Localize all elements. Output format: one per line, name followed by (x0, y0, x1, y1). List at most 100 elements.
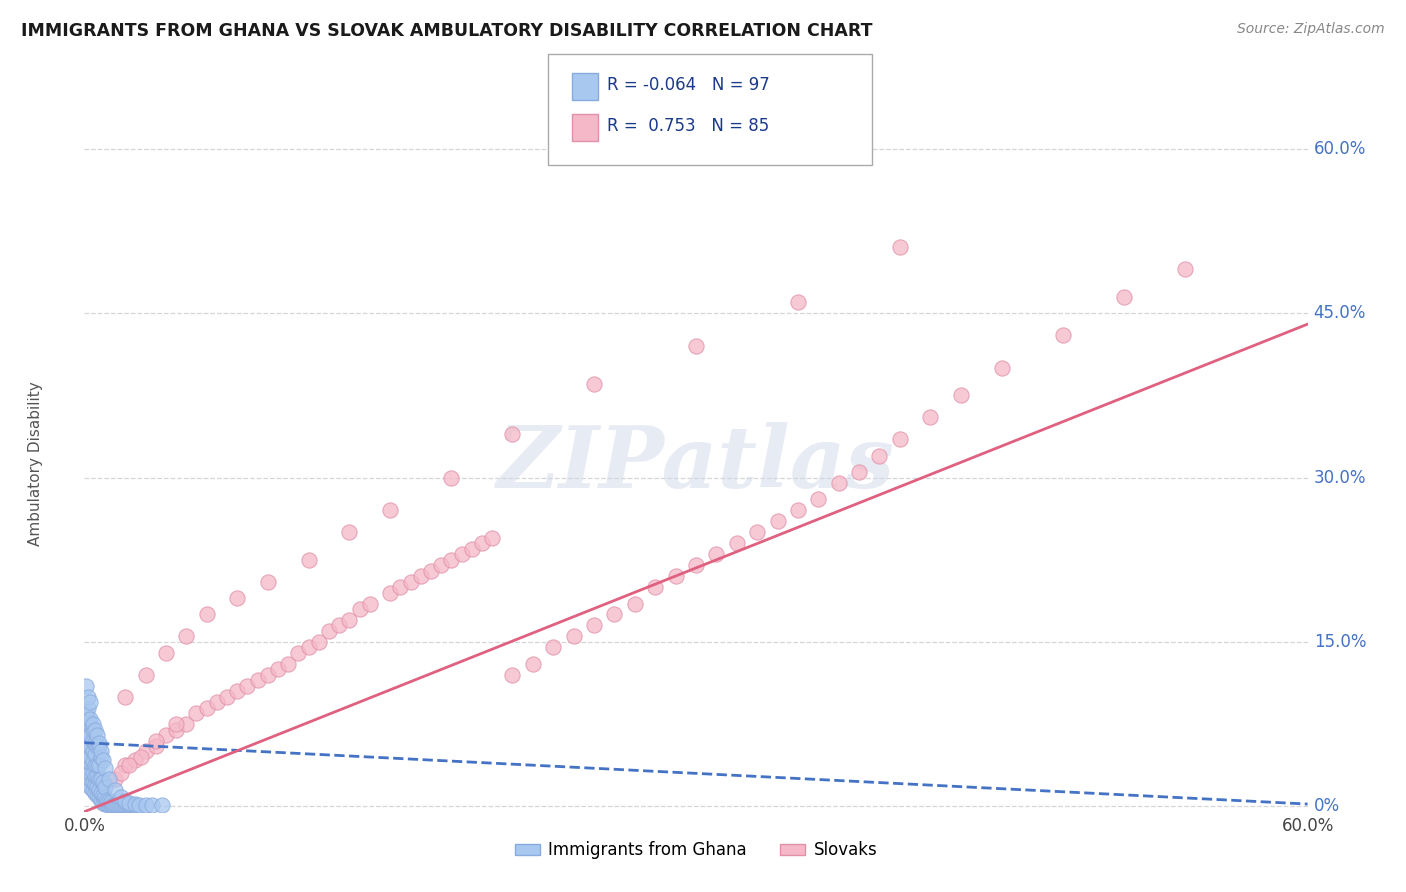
Point (118, 796, 141, 810)
Text: 60.0%: 60.0% (1313, 140, 1367, 158)
Point (991, 361, 1014, 376)
Point (135, 798, 157, 813)
Point (1114, 290, 1136, 304)
Point (83, 723, 105, 737)
Point (90, 772, 112, 786)
Point (90, 794, 112, 808)
Point (82, 723, 104, 737)
Point (950, 388, 973, 402)
Point (75, 706, 97, 720)
Point (118, 757, 141, 772)
Point (91, 796, 114, 810)
Text: Ambulatory Disability: Ambulatory Disability (28, 382, 44, 546)
Point (339, 613, 360, 627)
Point (889, 240, 911, 254)
Text: 30.0%: 30.0% (1313, 468, 1367, 486)
Point (236, 679, 259, 693)
Point (87, 782, 110, 797)
Text: R = -0.064   N = 97: R = -0.064 N = 97 (607, 76, 770, 94)
Point (79, 695, 101, 709)
Point (359, 597, 381, 611)
Point (79, 717, 101, 731)
Point (582, 377, 605, 392)
Point (603, 607, 626, 622)
Point (86, 757, 108, 772)
Point (287, 646, 309, 660)
Point (131, 750, 153, 764)
Point (82, 756, 104, 770)
Point (110, 766, 132, 780)
Point (685, 339, 707, 353)
Point (501, 426, 523, 441)
Point (83, 757, 105, 772)
Point (1174, 262, 1197, 277)
Point (79, 780, 101, 794)
Point (118, 798, 141, 813)
Point (75, 739, 97, 753)
Point (543, 640, 565, 655)
Point (77, 723, 100, 737)
Point (79, 739, 101, 753)
Text: IMMIGRANTS FROM GHANA VS SLOVAK AMBULATORY DISABILITY CORRELATION CHART: IMMIGRANTS FROM GHANA VS SLOVAK AMBULATO… (21, 22, 873, 40)
Point (257, 667, 280, 681)
Point (339, 525, 360, 540)
Point (145, 739, 167, 753)
Point (100, 798, 122, 813)
Point (97, 772, 120, 786)
Point (86, 780, 108, 794)
Point (77, 777, 100, 791)
Point (150, 798, 173, 813)
Point (624, 597, 647, 611)
Point (86, 768, 108, 782)
Point (96, 792, 118, 806)
Point (93, 780, 115, 794)
Point (124, 797, 146, 811)
Point (664, 569, 686, 583)
Point (114, 757, 136, 772)
Point (869, 449, 891, 463)
Legend: Immigrants from Ghana, Slovaks: Immigrants from Ghana, Slovaks (508, 835, 884, 866)
Point (920, 410, 942, 425)
Point (82, 766, 104, 780)
Point (562, 629, 585, 643)
Point (114, 690, 136, 704)
Point (91, 753, 114, 767)
Point (83, 736, 105, 750)
Point (79, 750, 101, 764)
Point (430, 558, 453, 573)
Point (246, 673, 269, 688)
Point (87, 790, 110, 805)
Point (91, 775, 114, 789)
Point (77, 733, 100, 747)
Point (461, 541, 484, 556)
Point (77, 750, 100, 764)
Point (501, 667, 523, 681)
Point (298, 552, 321, 566)
Point (87, 757, 110, 772)
Point (174, 629, 197, 643)
Point (440, 552, 463, 566)
Point (83, 786, 105, 800)
Point (257, 574, 280, 589)
Point (87, 739, 110, 753)
Point (82, 733, 104, 747)
Point (195, 607, 218, 622)
Point (165, 717, 187, 731)
Point (848, 465, 870, 479)
Point (104, 772, 127, 786)
Point (420, 564, 443, 578)
Point (522, 657, 544, 671)
Point (145, 733, 167, 747)
Point (90, 744, 112, 758)
Point (83, 747, 105, 761)
Text: Source: ZipAtlas.com: Source: ZipAtlas.com (1237, 22, 1385, 37)
Text: 0%: 0% (1313, 797, 1340, 815)
Point (93, 797, 115, 811)
Point (787, 295, 810, 310)
Point (100, 795, 122, 809)
Point (77, 761, 100, 775)
Point (155, 646, 177, 660)
Point (165, 723, 187, 737)
Point (807, 492, 830, 507)
Point (318, 624, 340, 638)
